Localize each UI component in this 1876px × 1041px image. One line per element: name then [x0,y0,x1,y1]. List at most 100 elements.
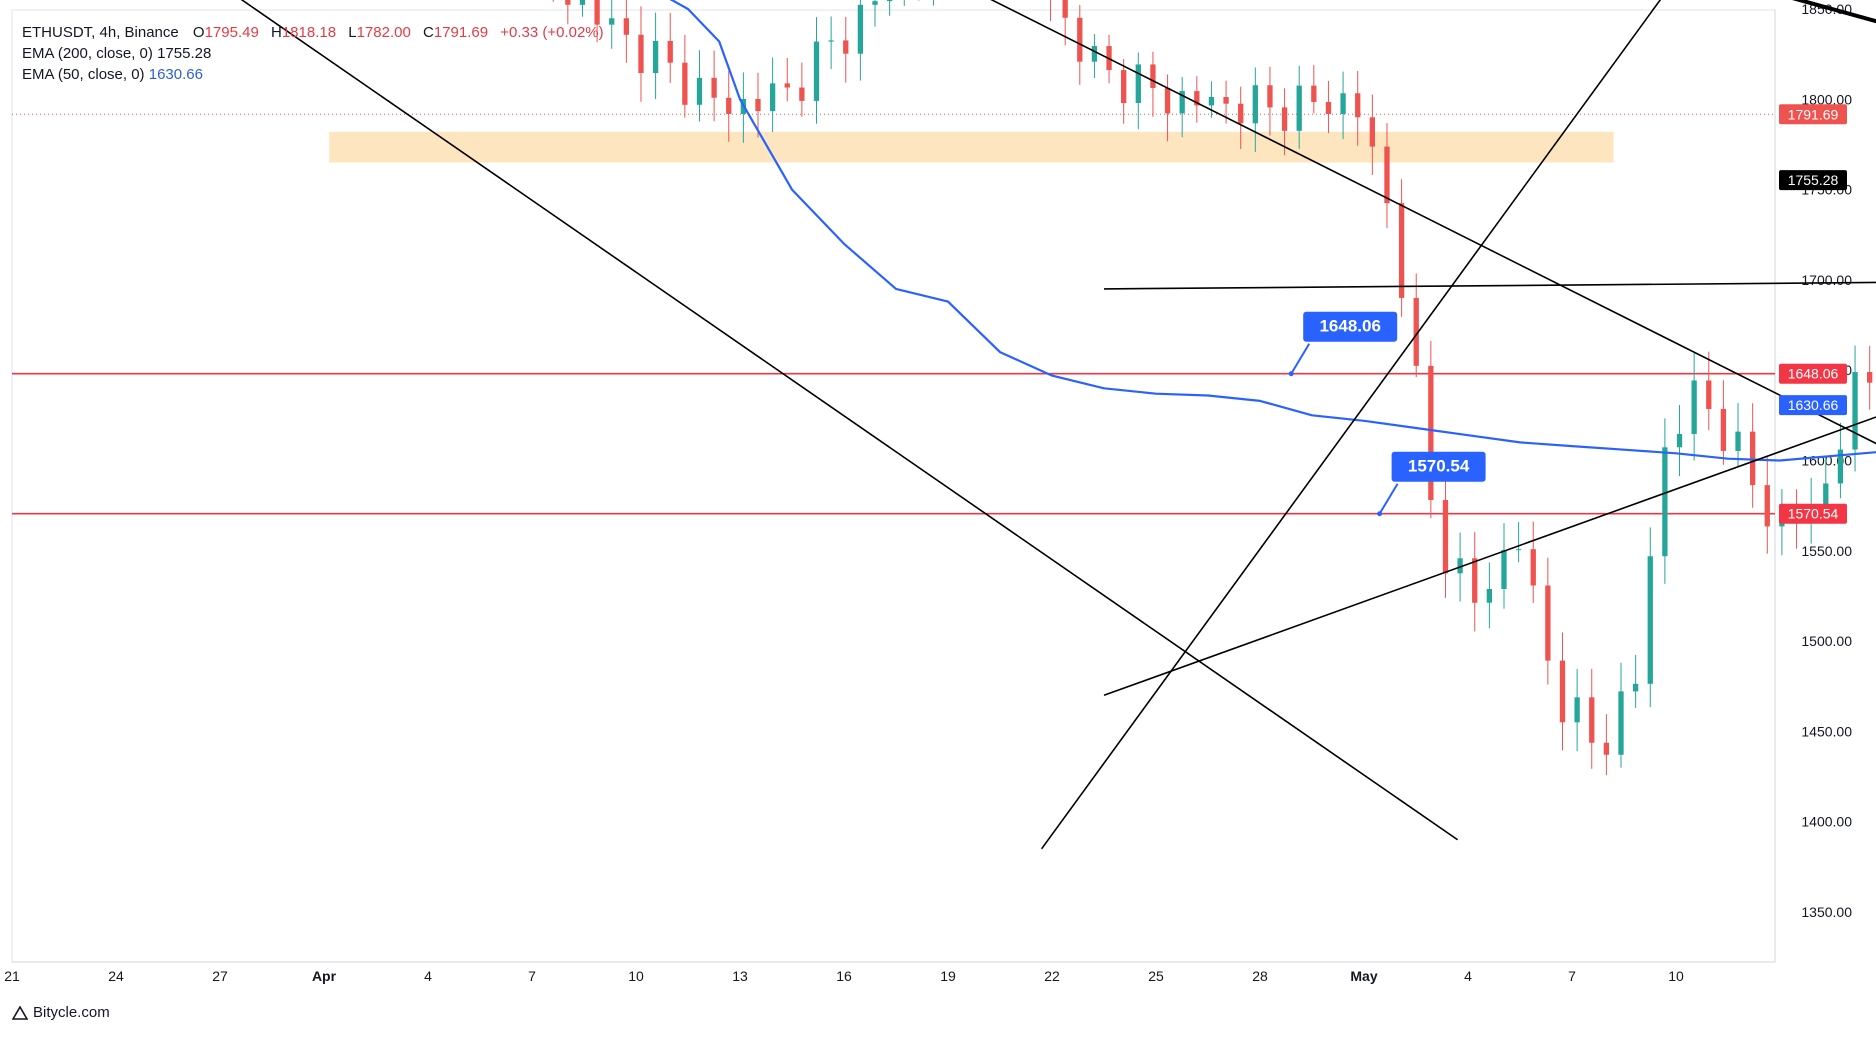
time-tick-label: 4 [424,968,432,984]
price-tick-label: 1400.00 [1801,814,1852,830]
level-badge-label: 1648.06 [1788,366,1839,382]
candle [1837,422,1844,499]
axis-badges: 1949.911882.031648.061570.541791.691755.… [1779,104,1847,524]
candle [1267,66,1273,136]
candle-body [857,4,864,54]
candle-body [1398,203,1405,298]
candle [667,12,673,83]
callout-pointer [1378,483,1399,515]
candle-body [1369,117,1375,147]
callout-box [1303,311,1398,342]
candle [1618,662,1624,768]
candle [1676,405,1683,477]
time-tick-label: 27 [212,968,228,984]
candle [652,12,659,99]
candle-body [726,97,732,114]
candle [638,6,644,102]
level-badge: 1648.06 [1779,363,1847,384]
time-tick-label: 10 [628,968,644,984]
candle [1223,80,1229,124]
candle-body [1603,742,1610,755]
candle [1545,557,1551,685]
supply-zone [329,131,1614,163]
candle-body [682,62,688,105]
last-badge-box [1779,104,1847,125]
candle-body [1428,365,1434,501]
legend-ema50-row[interactable]: EMA (50, close, 0) 1630.66 [22,64,604,85]
candle-body [1384,146,1390,204]
candle-body [1691,380,1697,434]
open-value: 1795.49 [204,24,259,41]
candle-body [1223,96,1229,104]
ema200-badge: 1755.28 [1779,170,1847,191]
time-tick-label: 21 [4,968,20,984]
candle [1135,52,1141,130]
candle [1194,76,1200,123]
candle-body [872,1,878,5]
candle [1750,403,1756,508]
candle [1238,86,1244,149]
candle-body [886,0,893,2]
candle-body [1735,431,1741,451]
candle [1252,67,1258,152]
close-label: C [422,24,434,41]
candle [1486,562,1493,629]
price-tick-label: 1350.00 [1801,904,1852,920]
candle [1340,71,1346,140]
time-tick-label: 16 [836,968,852,984]
candle [1384,123,1390,229]
time-tick-label: 24 [108,968,124,984]
level-badge-box [1779,363,1847,384]
candle [1647,527,1653,708]
candle-body [623,18,629,35]
price-tick-label: 1500.00 [1801,633,1852,649]
candle-body [1325,102,1332,115]
footer-brand[interactable]: Bitycle.com [12,1004,110,1021]
candle-body [1589,697,1595,743]
candle-body [1545,585,1551,661]
candle-body [1472,558,1478,603]
symbol-title: ETHUSDT, 4h, Binance [22,24,179,41]
price-levels [12,372,1775,515]
candle-body [1852,372,1858,450]
candle [843,16,849,83]
level-badge-box [1779,503,1847,524]
time-tick-label: 13 [732,968,748,984]
candle [828,16,834,70]
candle [1501,523,1507,609]
candle-body [1501,550,1507,589]
trendline [1103,281,1876,290]
candle [1603,714,1610,776]
price-tick-label: 1800.00 [1801,91,1852,107]
close-value: 1791.69 [433,24,489,41]
trendline [1103,416,1876,697]
candle [1208,81,1215,118]
plot-area [11,9,1776,963]
trendline [240,0,1459,841]
ema50-value: 1630.66 [148,66,203,83]
candle-body [1267,85,1273,108]
candle [1077,5,1083,85]
candle-body [1296,85,1302,131]
low-value: 1782.00 [356,24,411,41]
legend: ETHUSDT, 4h, Binance O1795.49 H1818.18 L… [22,22,604,85]
candle [1150,51,1156,117]
legend-ema200-row[interactable]: EMA (200, close, 0) 1755.28 [22,43,604,64]
candle-body [1823,483,1829,506]
candle-body [1618,691,1624,755]
candle [726,70,732,142]
ema50-label: EMA (50, close, 0) [22,66,145,83]
callout-dot [1377,511,1383,517]
price-callout: 1570.54 [1377,451,1486,517]
candle-body [1720,408,1727,451]
candle [1867,345,1873,410]
candle [1296,65,1302,149]
candle-body [784,83,790,88]
candle-body [1150,64,1156,88]
candle [623,0,629,63]
ema50-badge-box [1779,395,1847,416]
candle [1311,65,1317,114]
candle-body [1486,588,1493,603]
candle-body [828,40,834,42]
